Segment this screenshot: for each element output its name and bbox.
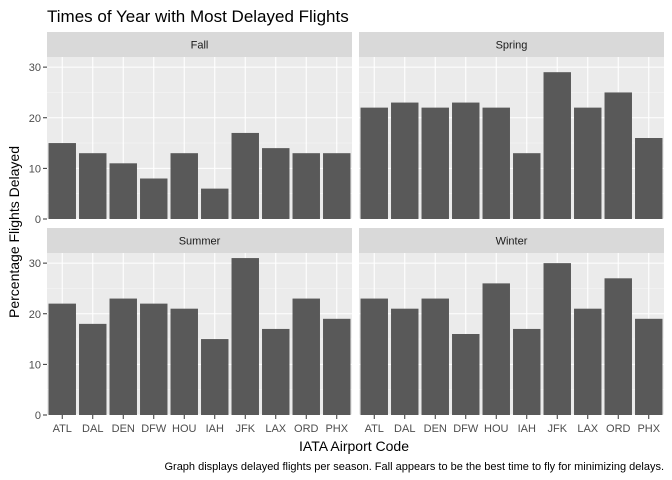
x-tick-label: ORD	[606, 423, 631, 435]
x-tick-label: HOU	[172, 423, 197, 435]
x-tick-label: IAH	[518, 423, 536, 435]
bar-fall-den	[109, 163, 137, 219]
x-tick-label: PHX	[637, 423, 660, 435]
bar-summer-jfk	[231, 258, 259, 415]
facet-panel-winter: Winter ATL DAL DEN DFW HOU IAH JFK LAX ORD PHX	[359, 228, 664, 435]
bar-summer-lax	[262, 328, 290, 415]
bar-spring-iah	[513, 153, 541, 219]
bar-spring-atl	[360, 107, 388, 219]
y-tick-label: 30	[29, 258, 41, 270]
bar-winter-den	[421, 298, 449, 415]
y-axis-title: Percentage Flights Delayed	[6, 146, 22, 318]
facet-strip	[47, 32, 352, 57]
x-tick-label: DEN	[424, 423, 447, 435]
bar-winter-iah	[513, 328, 541, 415]
bar-spring-lax	[574, 107, 602, 219]
bar-winter-dal	[391, 308, 419, 415]
facet-strip-label: Summer	[179, 236, 221, 248]
bar-winter-hou	[482, 283, 510, 415]
bar-fall-dfw	[140, 178, 168, 219]
bar-spring-den	[421, 107, 449, 219]
bar-winter-phx	[635, 318, 663, 415]
x-tick-label: HOU	[484, 423, 509, 435]
y-tick-label: 20	[29, 113, 41, 125]
bar-summer-atl	[48, 303, 76, 415]
x-tick-label: DFW	[453, 423, 479, 435]
x-tick-label: JFK	[235, 423, 255, 435]
bar-spring-hou	[482, 107, 510, 219]
bar-fall-dal	[79, 153, 107, 219]
bar-summer-den	[109, 298, 137, 415]
bar-fall-iah	[201, 188, 229, 219]
facet-strip	[359, 228, 664, 253]
bar-winter-dfw	[452, 334, 480, 415]
facet-strip	[359, 32, 664, 57]
chart-title: Times of Year with Most Delayed Flights	[47, 7, 349, 26]
facet-panel-spring: Spring	[359, 32, 664, 220]
chart-caption: Graph displays delayed flights per seaso…	[164, 461, 664, 473]
x-tick-label: LAX	[577, 423, 598, 435]
x-tick-label: JFK	[547, 423, 567, 435]
facet-panel-fall: Fall 0 10 20 30	[29, 32, 352, 226]
bar-summer-dal	[79, 323, 107, 415]
bar-winter-lax	[574, 308, 602, 415]
bar-fall-ord	[292, 153, 320, 219]
bar-fall-jfk	[231, 132, 259, 219]
y-tick-label: 10	[29, 359, 41, 371]
x-axis-title: IATA Airport Code	[299, 438, 409, 454]
facet-strip-label: Winter	[496, 236, 528, 248]
bar-spring-jfk	[543, 72, 571, 219]
facet-strip	[47, 228, 352, 253]
bar-winter-atl	[360, 298, 388, 415]
bar-spring-dal	[391, 102, 419, 219]
x-tick-label: DEN	[112, 423, 135, 435]
x-tick-label: PHX	[325, 423, 348, 435]
x-tick-label: IAH	[206, 423, 224, 435]
y-tick-label: 0	[35, 410, 41, 422]
x-tick-label: ATL	[365, 423, 384, 435]
x-tick-label: DFW	[141, 423, 167, 435]
facet-panels: Fall 0 10 20 30 Spring Summer 0 10 20 30 ATL DAL DEN D…	[29, 32, 664, 435]
x-tick-label: ORD	[294, 423, 319, 435]
bar-summer-dfw	[140, 303, 168, 415]
bar-winter-jfk	[543, 263, 571, 415]
facet-panel-summer: Summer 0 10 20 30 ATL DAL DEN DFW HOU IAH JFK LAX ORD…	[29, 228, 352, 435]
y-tick-label: 20	[29, 309, 41, 321]
y-tick-label: 10	[29, 163, 41, 175]
x-tick-label: DAL	[82, 423, 103, 435]
y-tick-label: 30	[29, 62, 41, 74]
bar-spring-ord	[604, 92, 632, 219]
bar-summer-phx	[323, 318, 351, 415]
bar-spring-dfw	[452, 102, 480, 219]
bar-spring-phx	[635, 138, 663, 219]
bar-summer-ord	[292, 298, 320, 415]
bar-summer-iah	[201, 339, 229, 415]
x-tick-label: LAX	[265, 423, 286, 435]
bar-summer-hou	[170, 308, 198, 415]
bar-fall-phx	[323, 153, 351, 219]
x-tick-label: ATL	[53, 423, 72, 435]
x-tick-label: DAL	[394, 423, 415, 435]
bar-fall-lax	[262, 148, 290, 219]
bar-winter-ord	[604, 278, 632, 415]
y-tick-label: 0	[35, 214, 41, 226]
facet-strip-label: Spring	[496, 40, 528, 52]
bar-fall-atl	[48, 143, 76, 219]
facet-strip-label: Fall	[191, 40, 209, 52]
bar-fall-hou	[170, 153, 198, 219]
